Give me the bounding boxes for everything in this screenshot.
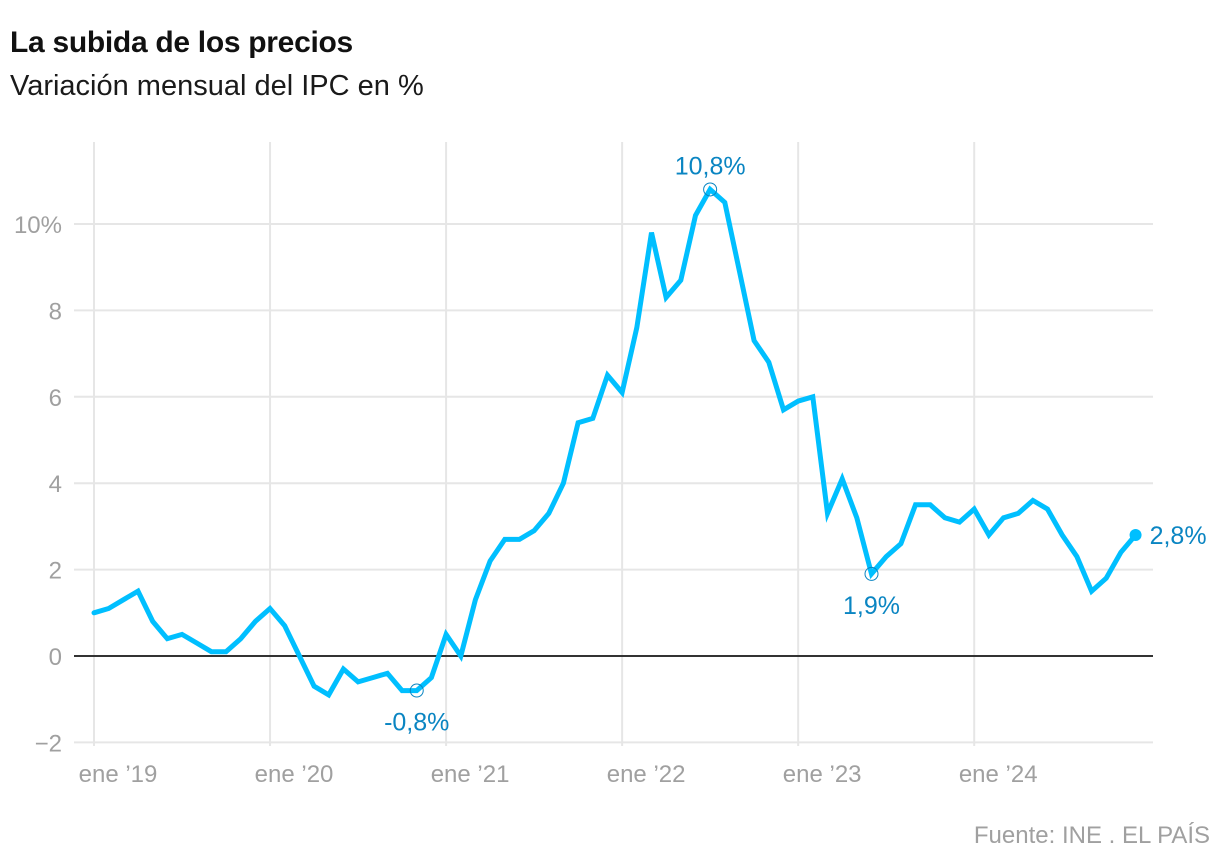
- y-axis-ticks: −2 0 2 4 6 8 10%: [14, 212, 62, 757]
- annotations: -0,8% 10,8% 1,9% 2,8%: [384, 152, 1206, 736]
- annotation-marker: [703, 182, 718, 197]
- annotation-marker: [864, 566, 879, 581]
- chart-subtitle: Variación mensual del IPC en %: [10, 70, 424, 102]
- y-tick-label: 8: [49, 298, 62, 325]
- horizontal-gridlines: [74, 223, 1153, 744]
- series-ipc: [91, 185, 1139, 699]
- x-tick-label: ene ’19: [79, 761, 158, 788]
- x-axis-ticks: ene ’19 ene ’20 ene ’21 ene ’22 ene ’23 ene ’…: [79, 761, 1038, 788]
- annotation-label: -0,8%: [384, 709, 449, 737]
- y-tick-label: 10%: [14, 212, 62, 239]
- x-tick-label: ene ’20: [255, 761, 334, 788]
- annotation-label: 1,9%: [843, 592, 900, 620]
- y-tick-label: −2: [35, 730, 62, 757]
- y-tick-label: 4: [49, 471, 62, 498]
- x-tick-label: ene ’22: [607, 761, 686, 788]
- annotation-label: 10,8%: [675, 152, 746, 180]
- source-credit: Fuente: INE . EL PAÍS: [973, 822, 1210, 849]
- chart-title: La subida de los precios: [10, 26, 353, 59]
- y-tick-label: 2: [49, 558, 62, 585]
- series-line: [91, 185, 1139, 699]
- annotation-marker: [409, 683, 424, 698]
- annotation-label: 2,8%: [1150, 522, 1207, 550]
- x-tick-label: ene ’24: [959, 761, 1038, 788]
- annotation-dot: [1129, 529, 1142, 542]
- y-tick-label: 0: [49, 644, 62, 671]
- y-tick-label: 6: [49, 385, 62, 412]
- x-tick-label: ene ’21: [431, 761, 510, 788]
- x-tick-label: ene ’23: [783, 761, 862, 788]
- vertical-gridlines: [93, 142, 976, 746]
